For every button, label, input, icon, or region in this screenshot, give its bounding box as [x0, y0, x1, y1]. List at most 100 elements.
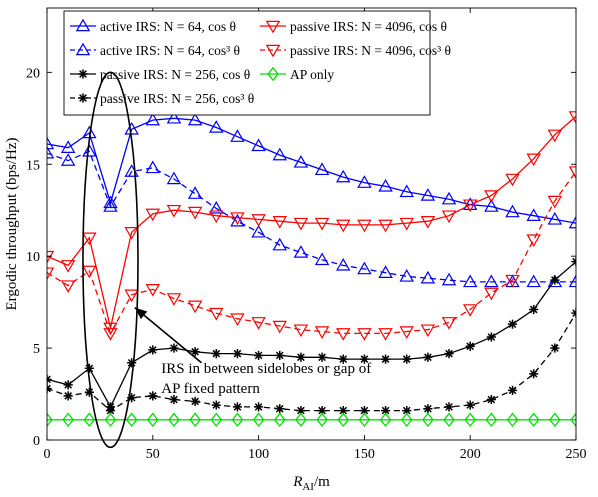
data-point	[187, 300, 203, 314]
data-point	[526, 208, 541, 221]
data-point	[357, 328, 372, 341]
data-point	[293, 217, 309, 231]
y-tick-label: 15	[26, 158, 40, 173]
data-point	[127, 358, 137, 368]
data-point	[272, 147, 287, 161]
data-point	[251, 138, 266, 152]
data-point	[47, 412, 53, 428]
data-point	[399, 326, 414, 339]
data-point	[124, 289, 139, 303]
data-point	[190, 347, 200, 357]
data-point	[505, 173, 520, 187]
data-point	[465, 400, 475, 410]
data-point	[251, 214, 266, 227]
data-point	[105, 405, 116, 416]
data-point	[568, 274, 576, 288]
data-point	[314, 217, 330, 231]
series-2	[47, 257, 576, 412]
y-tick-label: 20	[26, 66, 40, 81]
data-point	[441, 210, 457, 224]
data-point	[125, 412, 138, 428]
data-point	[507, 385, 518, 395]
series-4	[47, 111, 576, 336]
series-line-4	[47, 116, 576, 329]
data-point	[83, 412, 96, 428]
data-point	[464, 412, 476, 428]
data-point	[275, 350, 285, 361]
legend: active IRS: N = 64, cos θ passive IRS: N …	[63, 10, 451, 116]
x-tick-label: 50	[146, 447, 160, 462]
data-point	[443, 412, 455, 428]
data-point	[209, 120, 224, 133]
data-point	[104, 412, 117, 428]
data-point	[484, 274, 499, 288]
data-point	[47, 145, 55, 159]
legend-label: AP only	[290, 67, 334, 82]
data-point	[420, 188, 436, 201]
data-point	[526, 234, 541, 248]
legend-entry-4: passive IRS: N = 256, cos θ	[70, 67, 250, 82]
data-point	[336, 257, 351, 271]
data-point	[187, 206, 203, 220]
data-point	[187, 112, 203, 126]
data-point	[462, 199, 478, 213]
data-point	[60, 280, 76, 293]
data-point	[293, 245, 309, 258]
x-tick-label: 0	[44, 447, 51, 462]
legend-label: passive IRS: N = 4096, cos θ	[290, 19, 447, 34]
data-point	[420, 324, 436, 338]
data-point	[169, 343, 179, 353]
data-point	[189, 412, 201, 428]
data-point	[275, 404, 285, 414]
data-point	[230, 129, 245, 142]
data-point	[441, 317, 457, 330]
data-point	[273, 412, 286, 428]
legend-entry-2: active IRS: N = 64, cos³ θ	[70, 42, 240, 58]
data-point	[378, 178, 393, 192]
data-point	[209, 307, 224, 321]
data-point	[506, 412, 519, 428]
legend-marker	[75, 42, 91, 56]
x-axis-label: RAI/m	[292, 474, 330, 493]
data-point	[272, 237, 287, 251]
data-point	[441, 191, 457, 205]
data-point	[316, 412, 328, 428]
data-point	[507, 319, 518, 329]
annotation: IRS in between sidelobes or gap of AP fix…	[82, 71, 371, 449]
data-point	[380, 354, 391, 364]
legend-label: passive IRS: N = 4096, cos³ θ	[290, 43, 451, 58]
data-point	[486, 394, 496, 405]
legend-entry-1: passive IRS: N = 4096, cos θ	[260, 19, 447, 34]
data-point	[547, 195, 563, 209]
data-point	[336, 169, 351, 183]
data-point	[462, 274, 478, 288]
data-point	[402, 405, 412, 416]
data-point	[314, 326, 330, 339]
legend-entry-3: passive IRS: N = 4096, cos³ θ	[260, 43, 451, 58]
y-tick-label: 5	[33, 342, 40, 357]
data-point	[251, 224, 266, 238]
data-point	[358, 412, 371, 428]
data-point	[103, 328, 118, 341]
legend-marker	[267, 66, 279, 82]
data-point	[148, 391, 158, 401]
legend-marker	[75, 18, 91, 32]
data-point	[47, 267, 55, 281]
series-6	[47, 412, 576, 428]
data-point	[251, 317, 266, 330]
data-point	[314, 252, 330, 266]
data-point	[254, 350, 264, 361]
data-point	[145, 208, 161, 222]
data-point	[272, 215, 287, 229]
data-point	[423, 352, 433, 362]
data-point	[82, 232, 97, 246]
legend-marker	[78, 69, 88, 79]
legend-label: active IRS: N = 64, cos³ θ	[100, 43, 240, 58]
plot-area	[47, 110, 576, 428]
data-point	[526, 153, 541, 167]
data-point	[124, 227, 139, 240]
data-point	[568, 111, 576, 124]
data-point	[127, 393, 137, 403]
data-point	[547, 211, 563, 225]
